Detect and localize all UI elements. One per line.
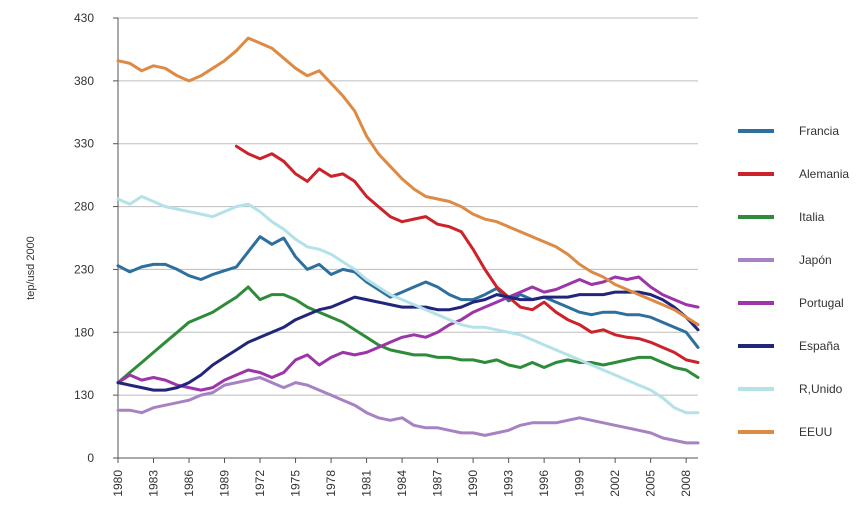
series-line-2	[116, 285, 700, 385]
legend-label: Italia	[799, 210, 825, 224]
x-tick-label: 1972	[253, 470, 267, 497]
series-line-5	[116, 290, 700, 392]
x-tick-label: 1983	[147, 470, 161, 497]
x-tick-label: 1980	[111, 470, 125, 497]
series-line-3	[116, 376, 700, 445]
x-tick-label: 1987	[431, 470, 445, 497]
legend-label: Alemania	[799, 167, 849, 181]
x-tick-label: 2008	[679, 470, 693, 497]
x-tick-labels: 1980 1983 1986 1989 1972 1975 1978 1981 1984 1987…	[111, 470, 693, 497]
y-tick-label: 430	[74, 11, 94, 25]
legend-label: Francia	[799, 124, 839, 138]
y-tick-label: 130	[74, 388, 94, 402]
axes	[113, 17, 698, 463]
x-tick-label: 1978	[324, 470, 338, 497]
x-tick-label: 1975	[289, 470, 303, 497]
y-axis-label: tep/usd 2000	[25, 236, 37, 300]
legend-label: R,Unido	[799, 382, 843, 396]
legend-label: EEUU	[799, 425, 832, 439]
x-tick-label: 1990	[466, 470, 480, 497]
x-tick-label: 2005	[644, 470, 658, 497]
y-tick-label: 230	[74, 262, 94, 276]
series-lines	[116, 36, 700, 445]
x-tick-label: 1999	[573, 470, 587, 497]
gridlines	[118, 17, 698, 396]
x-tick-label: 1986	[182, 470, 196, 497]
x-tick-label: 1984	[395, 470, 409, 497]
y-tick-labels: 0 130 180 230 280 330 380 430	[74, 11, 94, 465]
y-tick-label: 380	[74, 74, 94, 88]
legend: Francia Alemania Italia Japón Portugal España…	[738, 124, 849, 439]
x-tick-label: 2002	[608, 470, 622, 497]
legend-label: Japón	[799, 253, 832, 267]
legend-label: Portugal	[799, 296, 844, 310]
series-line-4	[116, 275, 700, 392]
series-line-6	[116, 195, 700, 415]
x-tick-label: 1981	[360, 470, 374, 497]
legend-label: España	[799, 339, 840, 353]
series-line-0	[116, 235, 700, 349]
y-tick-label: 180	[74, 325, 94, 339]
y-tick-label: 280	[74, 200, 94, 214]
x-tick-label: 1996	[537, 470, 551, 497]
series-line-1	[234, 144, 700, 364]
series-line-7	[116, 36, 700, 327]
y-tick-label: 0	[87, 451, 94, 465]
y-tick-label: 330	[74, 137, 94, 151]
x-tick-label: 1993	[502, 470, 516, 497]
x-tick-label: 1989	[218, 470, 232, 497]
